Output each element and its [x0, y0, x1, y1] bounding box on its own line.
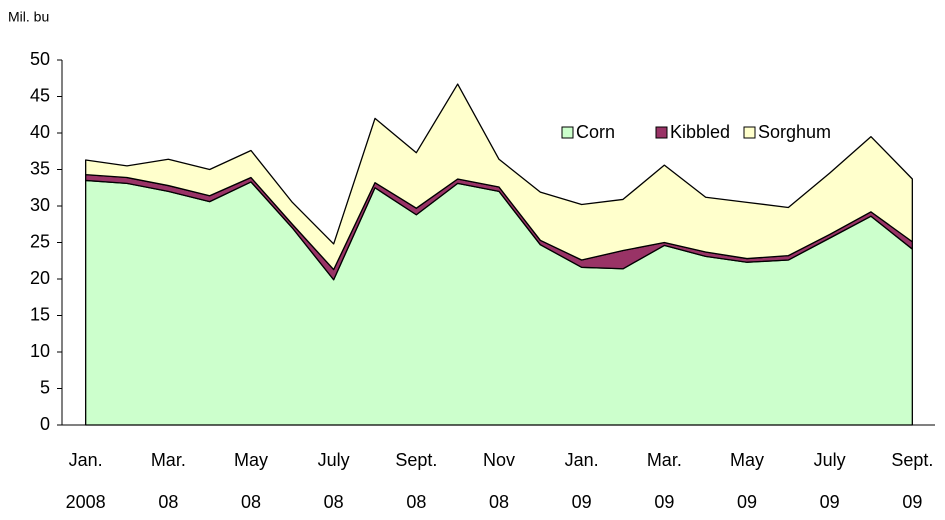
y-tick-label: 25	[30, 231, 50, 251]
y-tick-label: 10	[30, 341, 50, 361]
legend-label: Sorghum	[758, 122, 831, 142]
legend-label: Corn	[576, 122, 615, 142]
y-tick-label: 0	[40, 414, 50, 434]
x-tick-year: 08	[241, 492, 261, 512]
y-axis-label: Mil. bu	[8, 9, 49, 25]
x-tick-label: Jan.	[565, 450, 599, 470]
x-tick-label: Sept.	[395, 450, 437, 470]
y-tick-label: 20	[30, 268, 50, 288]
x-tick-year: 2008	[66, 492, 106, 512]
x-tick-label: May	[234, 450, 268, 470]
x-tick-year: 09	[572, 492, 592, 512]
x-tick-year: 08	[158, 492, 178, 512]
legend-swatch	[655, 126, 668, 139]
y-tick-label: 30	[30, 195, 50, 215]
x-tick-label: Mar.	[647, 450, 682, 470]
y-tick-label: 50	[30, 49, 50, 69]
y-tick-label: 15	[30, 304, 50, 324]
x-tick-label: July	[318, 450, 350, 470]
legend-swatch	[561, 126, 574, 139]
y-tick-label: 40	[30, 122, 50, 142]
x-tick-year: 08	[324, 492, 344, 512]
legend-label: Kibbled	[670, 122, 730, 142]
x-tick-year: 08	[406, 492, 426, 512]
area	[85, 83, 913, 271]
x-tick-label: July	[814, 450, 846, 470]
y-tick-label: 45	[30, 85, 50, 105]
x-tick-year: 09	[902, 492, 922, 512]
x-tick-year: 09	[737, 492, 757, 512]
legend-swatch	[743, 126, 756, 139]
x-tick-label: Sept.	[891, 450, 933, 470]
x-tick-label: Mar.	[151, 450, 186, 470]
x-tick-label: Nov	[483, 450, 515, 470]
x-tick-year: 09	[820, 492, 840, 512]
x-tick-year: 09	[654, 492, 674, 512]
x-tick-label: May	[730, 450, 764, 470]
y-tick-label: 5	[40, 377, 50, 397]
y-tick-label: 35	[30, 158, 50, 178]
x-tick-year: 08	[489, 492, 509, 512]
x-tick-label: Jan.	[69, 450, 103, 470]
